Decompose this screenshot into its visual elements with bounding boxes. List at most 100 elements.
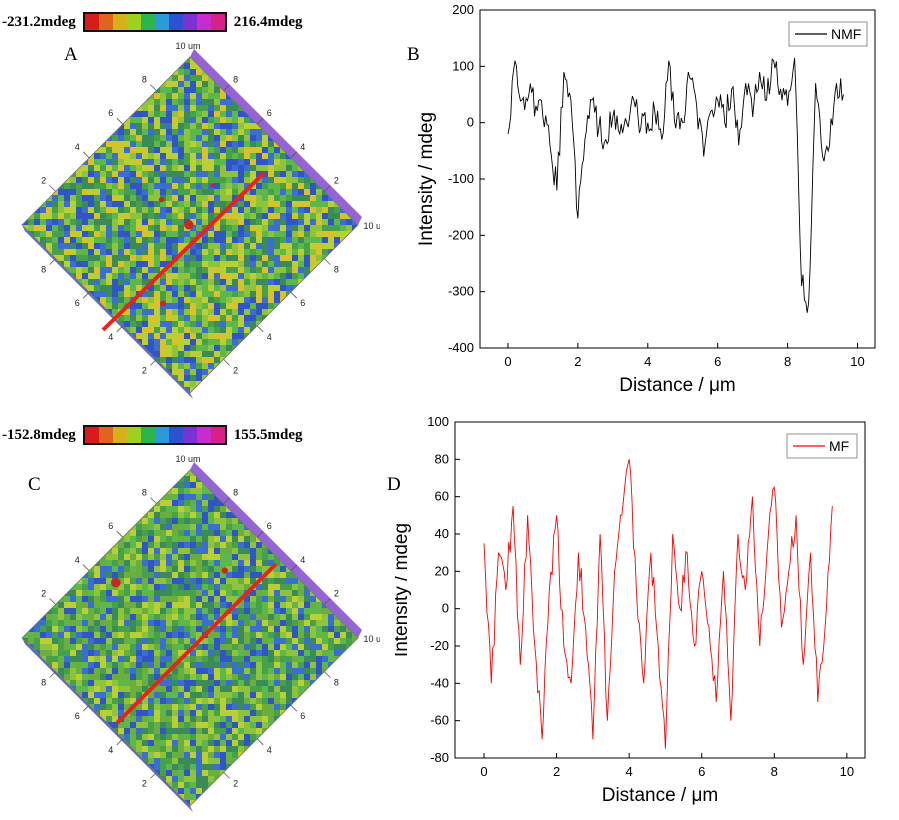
edge-tick-label: 4	[75, 555, 80, 565]
y-tick-label: 0	[467, 115, 474, 130]
y-tick-label: 0	[442, 601, 449, 616]
edge-tick-label: 8	[41, 678, 46, 688]
edge-tick	[117, 739, 123, 745]
edge-tick-label: 4	[75, 142, 80, 152]
y-tick-label: -200	[448, 227, 474, 242]
y-tick-label: 100	[452, 58, 474, 73]
edge-tick-label: 8	[142, 488, 147, 498]
y-tick-label: -60	[430, 713, 449, 728]
colorbar-swatch	[211, 14, 225, 30]
edge-tick-label: 4	[267, 745, 272, 755]
edge-tick-label: 6	[267, 108, 272, 118]
edge-tick-label: 8	[233, 75, 238, 85]
x-tick-label: 4	[626, 764, 633, 779]
colorbar-swatch	[85, 14, 99, 30]
legend-label: NMF	[831, 26, 861, 42]
y-tick-label: -40	[430, 675, 449, 690]
edge-tick	[83, 705, 89, 711]
edge-tick	[291, 292, 297, 298]
colorbar-gradient	[83, 12, 227, 32]
y-tick-label: 80	[435, 451, 449, 466]
x-tick-label: 10	[850, 354, 864, 369]
colorbar-swatch	[183, 14, 197, 30]
edge-tick-label: 2	[142, 365, 147, 375]
x-tick-label: 2	[574, 354, 581, 369]
edge-tick	[150, 359, 156, 365]
y-tick-label: 200	[452, 2, 474, 17]
edge-tick-label: 8	[334, 265, 339, 275]
edge-tick	[257, 739, 263, 745]
y-tick-label: -100	[448, 171, 474, 186]
edge-tick	[150, 85, 156, 91]
edge-tick	[50, 259, 56, 265]
edge-tick-label: 6	[75, 711, 80, 721]
x-axis-label: Distance / μm	[619, 375, 736, 396]
y-tick-label: -20	[430, 638, 449, 653]
x-tick-label: 2	[553, 764, 560, 779]
edge-tick-label: 8	[41, 265, 46, 275]
x-tick-label: 10	[840, 764, 854, 779]
colorbar-max-label: 216.4mdeg	[234, 14, 303, 31]
edge-tick-label: 2	[233, 778, 238, 788]
y-tick-label: 60	[435, 489, 449, 504]
x-tick-label: 0	[480, 764, 487, 779]
edge-tick	[257, 326, 263, 332]
edge-tick-label: 8	[334, 678, 339, 688]
edge-tick-label: 2	[41, 175, 46, 185]
edge-tick	[50, 185, 56, 191]
edge-tick	[324, 672, 330, 678]
y-tick-label: 20	[435, 563, 449, 578]
edge-tick-label: 4	[300, 142, 305, 152]
edge-tick	[83, 152, 89, 158]
x-tick-label: 0	[504, 354, 511, 369]
edge-tick	[224, 359, 230, 365]
series-line-nmf	[508, 58, 844, 313]
edge-tick	[224, 772, 230, 778]
series-line-mf	[484, 459, 832, 748]
y-axis-label: Intensity / mdeg	[395, 523, 412, 657]
x-tick-label: 8	[771, 764, 778, 779]
edge-tick-label: 2	[334, 588, 339, 598]
colorbar-swatch	[155, 14, 169, 30]
y-tick-label: -400	[448, 340, 474, 355]
x-tick-label: 8	[784, 354, 791, 369]
edge-tick	[291, 705, 297, 711]
edge-tick-label: 6	[108, 108, 113, 118]
colorbar-swatch	[127, 14, 141, 30]
colorbar-min-label: -231.2mdeg	[2, 14, 76, 31]
edge-tick-label: 8	[142, 75, 147, 85]
edge-tick	[324, 259, 330, 265]
y-tick-label: -300	[448, 284, 474, 299]
x-axis-label: Distance / μm	[602, 785, 719, 806]
edge-tick	[83, 292, 89, 298]
edge-tick-label: 2	[142, 778, 147, 788]
edge-tick-label: 2	[41, 588, 46, 598]
edge-tick-label: 6	[300, 711, 305, 721]
colorbar-swatch	[169, 14, 183, 30]
edge-tick-label: 6	[300, 298, 305, 308]
edge-tick	[117, 531, 123, 537]
y-tick-label: 40	[435, 526, 449, 541]
edge-tick-label: 4	[267, 332, 272, 342]
colorbar-swatch	[113, 14, 127, 30]
edge-tick	[117, 118, 123, 124]
edge-tick	[50, 598, 56, 604]
y-axis-label: Intensity / mdeg	[416, 112, 437, 246]
colorbar-a: -231.2mdeg 216.4mdeg	[2, 12, 303, 32]
axis-unit-label: 10 um	[363, 634, 380, 644]
edge-tick	[150, 498, 156, 504]
x-tick-label: 6	[698, 764, 705, 779]
afm-texture	[22, 470, 358, 806]
edge-tick-label: 8	[233, 488, 238, 498]
axis-unit-label: 10 um	[363, 221, 380, 231]
colorbar-swatch	[141, 14, 155, 30]
x-tick-label: 4	[644, 354, 651, 369]
y-tick-label: -80	[430, 750, 449, 765]
afm-texture	[22, 57, 358, 393]
edge-tick-label: 4	[108, 745, 113, 755]
edge-tick	[83, 565, 89, 571]
colorbar-swatch	[99, 14, 113, 30]
legend-label: MF	[829, 438, 849, 454]
